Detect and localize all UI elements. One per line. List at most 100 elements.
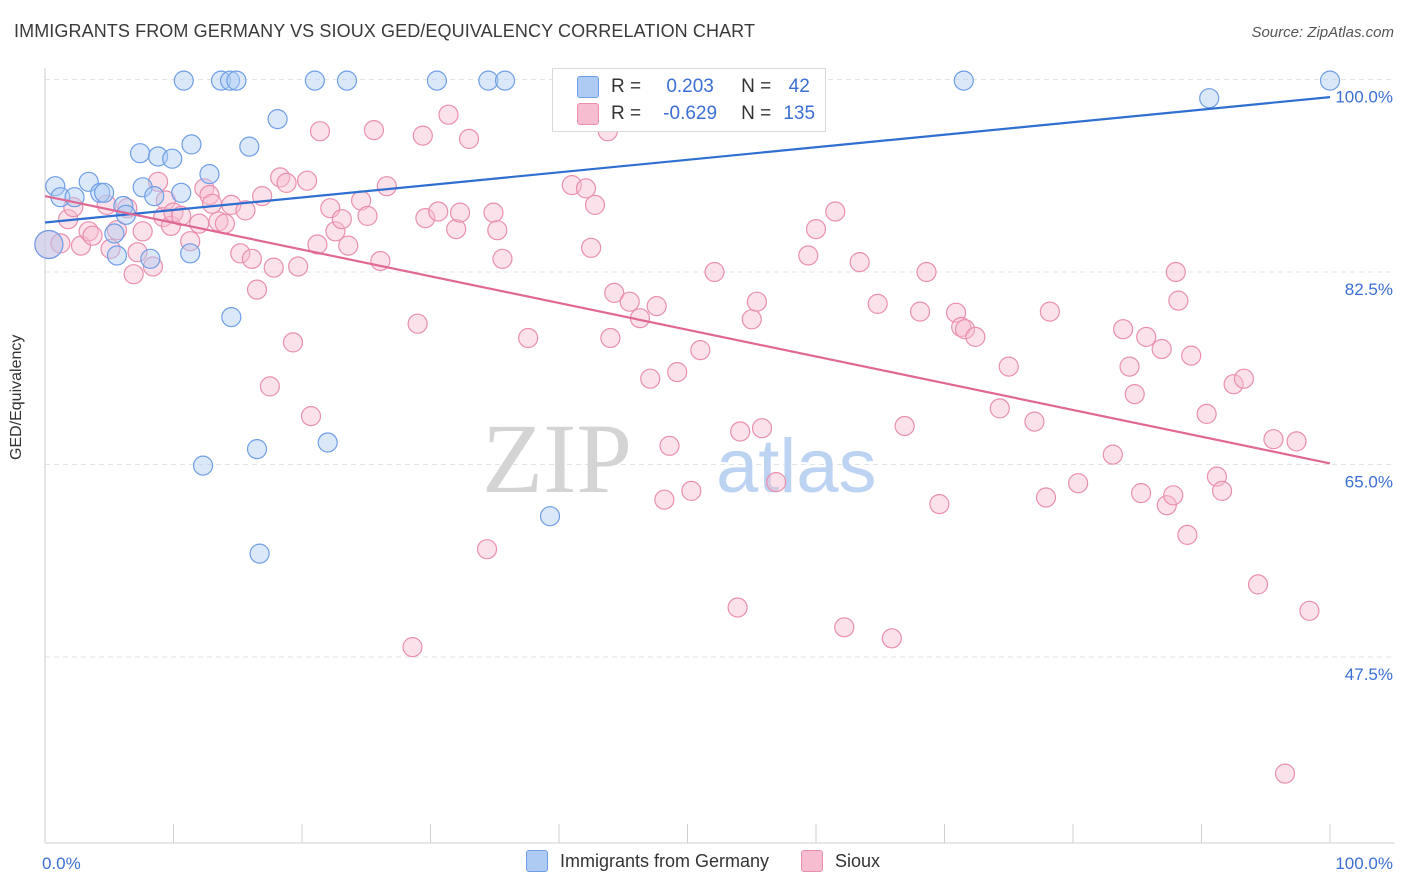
watermark-atlas: atlas [716,424,877,509]
data-point [1299,600,1320,621]
legend-swatch-germany [577,76,599,98]
chart-title: IMMIGRANTS FROM GERMANY VS SIOUX GED/EQU… [14,21,756,41]
data-point [478,70,499,91]
data-point [239,136,260,157]
data-point [487,220,508,241]
data-point [180,243,201,264]
data-point [446,219,467,240]
data-point [659,435,680,456]
legend-r-label: R = [611,76,642,97]
data-point [123,264,144,285]
data-point [325,221,346,242]
data-point [241,248,262,269]
legend-item-sioux[interactable]: Sioux [801,850,880,872]
data-point [249,543,270,564]
data-point [407,313,428,334]
data-point [1068,473,1089,494]
data-point [199,164,220,185]
data-point [458,128,480,149]
data-point [483,202,504,223]
data-point [267,108,288,130]
data-point [1223,374,1244,395]
legend-n-label: N = [741,76,772,97]
sioux-points [34,104,1320,784]
x-tick-label: 100.0% [1335,854,1393,873]
germany-points [34,70,1341,564]
legend-label-germany: Immigrants from Germany [559,850,769,871]
y-axis-label: GED/Equivalency [8,334,25,460]
legend-item-germany[interactable]: Immigrants from Germany [525,850,769,872]
data-point [584,194,606,215]
data-point [129,143,151,164]
data-point [1168,290,1189,311]
data-point [219,70,241,91]
data-point [646,296,667,317]
data-point [276,172,297,193]
data-point [144,186,165,207]
data-point [518,327,539,349]
data-point [104,223,125,244]
data-point [142,256,164,277]
data-point [181,134,202,155]
data-point [449,202,471,223]
data-point [805,219,827,240]
data-point [867,293,888,314]
data-point [106,220,128,241]
data-point [376,176,397,197]
data-point [929,494,950,515]
data-point [1113,319,1134,340]
data-point [1247,574,1269,595]
data-point [954,319,976,340]
data-point [965,326,986,347]
data-point [746,291,767,312]
data-point [1163,485,1184,506]
y-tick-label: 100.0% [1335,88,1393,107]
watermark: ZIP atlas [482,403,877,514]
data-point [494,70,516,91]
data-point [604,282,625,303]
data-point [412,125,433,146]
data-point [317,432,338,453]
data-point [1319,70,1341,91]
data-point [270,167,291,188]
data-point [331,209,352,230]
data-point [798,245,819,266]
legend-swatch-sioux [801,850,823,872]
data-point [263,257,284,278]
data-point [881,628,902,649]
data-point [581,237,602,258]
data-point [989,398,1010,419]
trend-lines [44,96,1331,465]
data-point [162,148,183,169]
data-point [221,307,242,328]
data-point [180,231,201,252]
data-point [1119,356,1140,377]
data-point [304,70,325,91]
data-point [230,243,251,264]
data-point [1039,301,1060,322]
data-point [1024,411,1045,432]
data-point [1165,261,1186,283]
legend-r-value: 0.203 [666,76,714,97]
data-point [300,406,322,427]
data-point [201,193,223,214]
data-point [171,182,192,203]
data-point [1131,483,1152,504]
data-point [751,418,773,439]
grid-lines [45,79,1395,658]
data-point [1263,429,1284,450]
data-point [1156,495,1177,516]
data-point [363,120,385,141]
data-point [288,256,309,277]
legend-swatch-germany [525,850,548,872]
x-tick-label: 0.0% [42,854,81,873]
data-point [1136,326,1157,347]
data-point [1274,763,1296,784]
legend-swatch-sioux [577,103,599,125]
data-point [246,439,268,460]
data-point [1233,368,1255,389]
data-point [476,539,498,560]
data-point [894,415,915,437]
data-point [94,182,115,203]
